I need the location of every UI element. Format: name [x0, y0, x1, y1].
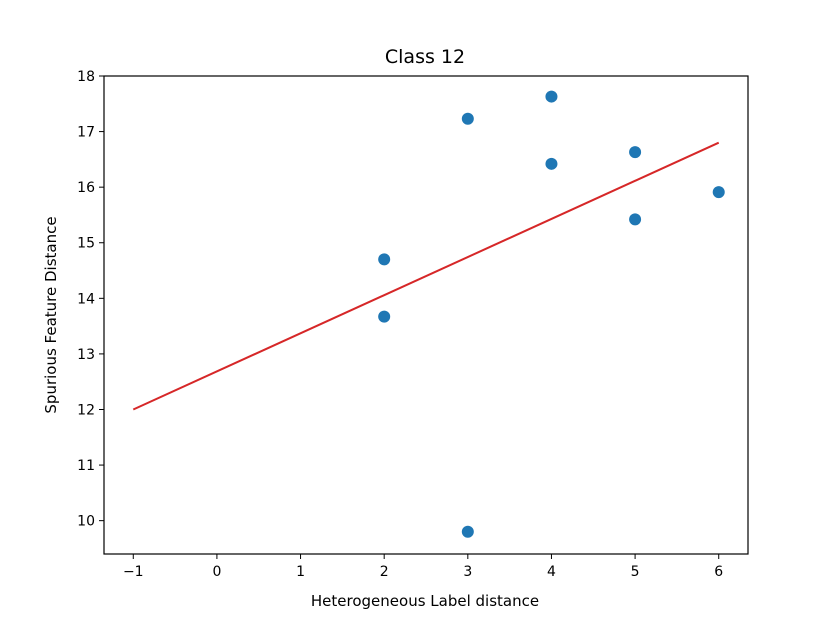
y-tick-label: 13 — [77, 347, 95, 363]
x-tick-label: 2 — [380, 564, 389, 580]
x-tick-label: 1 — [296, 564, 305, 580]
y-axis: 10 11 12 13 14 15 16 17 18 — [77, 69, 104, 530]
y-tick-label: 11 — [77, 458, 95, 474]
y-tick-label: 16 — [77, 180, 95, 196]
y-tick-label: 18 — [77, 69, 95, 85]
regression-line — [132, 141, 720, 411]
scatter-point — [629, 213, 642, 226]
x-tick-label: −1 — [123, 564, 144, 580]
scatter-point — [545, 90, 558, 103]
plot-area — [132, 90, 725, 538]
x-tick-label: 0 — [212, 564, 221, 580]
chart-title: Class 12 — [385, 46, 465, 68]
y-tick-label: 15 — [77, 236, 95, 252]
y-tick-label: 14 — [77, 291, 95, 307]
x-tick-label: 3 — [463, 564, 472, 580]
y-tick-label: 17 — [77, 125, 95, 141]
x-tick-label: 6 — [714, 564, 723, 580]
scatter-point — [378, 253, 391, 266]
scatter-point — [461, 525, 474, 538]
x-axis-label: Heterogeneous Label distance — [311, 592, 539, 610]
scatter-point — [461, 112, 474, 125]
scatter-point — [378, 310, 391, 323]
scatter-point — [712, 186, 725, 199]
x-tick-label: 5 — [631, 564, 640, 580]
y-axis-label: Spurious Feature Distance — [42, 216, 60, 413]
x-axis: −1 0 1 2 3 4 5 6 — [123, 554, 723, 580]
scatter-point — [629, 146, 642, 159]
scatter-point — [545, 157, 558, 170]
axes-frame — [103, 75, 749, 555]
y-tick-label: 10 — [77, 514, 95, 530]
x-tick-label: 4 — [547, 564, 556, 580]
y-tick-label: 12 — [77, 402, 95, 418]
